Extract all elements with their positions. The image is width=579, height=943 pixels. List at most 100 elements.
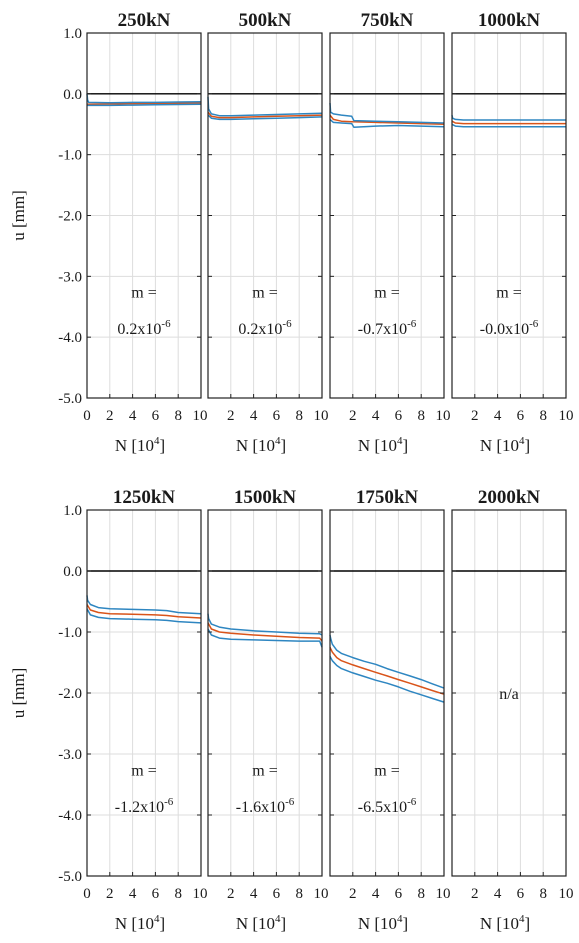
x-tick-label: 2: [349, 886, 357, 902]
x-tick-label: 4: [129, 408, 137, 424]
x-tick-label: 6: [395, 408, 403, 424]
x-axis-label: N [104]: [236, 913, 286, 933]
y-tick-label: -2.0: [58, 209, 82, 225]
x-tick-label: 8: [174, 408, 182, 424]
x-tick-label: 10: [436, 886, 451, 902]
panel-7: 2000kN 2 4 6 8 10 N [104] n/a: [451, 487, 574, 933]
x-tick-label: 2: [227, 886, 235, 902]
slope-label: m =: [374, 285, 399, 302]
x-tick-label: 8: [295, 886, 303, 902]
panel-title: 1500kN: [234, 487, 297, 508]
x-tick-label: 2: [349, 408, 357, 424]
x-axis-label: N [104]: [480, 913, 530, 933]
x-tick-label: 2: [227, 408, 235, 424]
x-tick-label: 8: [417, 886, 425, 902]
y-tick-label: -3.0: [58, 747, 82, 763]
panel-4: 1250kN 1.0 0.0 -1.0 -2.0 -3.0 -4.0 -5.00 2 4 6 8 10 N…: [58, 487, 207, 933]
slope-value: -0.0x10-6: [480, 318, 539, 338]
x-axis-label: N [104]: [115, 435, 165, 455]
panel-title: 2000kN: [478, 487, 541, 508]
panel-6: 1750kN 2 4 6 8 10 N [104] m = -6.5x10-6: [329, 487, 451, 933]
panel-title: 1000kN: [478, 10, 541, 31]
panel-1: 500kN 2 4 6 8 10 N [104] m = 0.2x10-6: [207, 10, 329, 455]
x-tick-label: 10: [559, 886, 574, 902]
x-tick-label: 10: [436, 408, 451, 424]
y-tick-label: -4.0: [58, 330, 82, 346]
x-tick-label: 10: [193, 408, 208, 424]
panel-0: 250kN 1.0 0.0 -1.0 -2.0 -3.0 -4.0 -5.00 2 4 6 8 10 N …: [58, 10, 207, 455]
y-tick-label: 1.0: [63, 26, 82, 42]
x-tick-label: 4: [372, 408, 380, 424]
x-tick-label: 2: [106, 886, 114, 902]
y-tick-label: -1.0: [58, 148, 82, 164]
series-line-lower: [451, 123, 566, 128]
x-axis-label: N [104]: [358, 435, 408, 455]
y-tick-label: -1.0: [58, 625, 82, 641]
slope-value: -0.7x10-6: [358, 318, 417, 338]
series-line-mean: [451, 120, 566, 125]
series-line-upper: [329, 102, 445, 124]
panel-title: 500kN: [239, 10, 292, 31]
x-tick-label: 8: [174, 886, 182, 902]
panel-title: 750kN: [361, 10, 414, 31]
x-tick-label: 8: [539, 408, 547, 424]
x-axis-label: N [104]: [115, 913, 165, 933]
panel-title: 1250kN: [113, 487, 176, 508]
series-line-lower: [329, 118, 445, 129]
series-line-mean: [329, 646, 445, 695]
y-axis-label: u [mm]: [9, 190, 28, 241]
panel-note: n/a: [499, 686, 519, 703]
panel-title: 1750kN: [356, 487, 419, 508]
slope-value: -1.6x10-6: [236, 796, 295, 816]
x-tick-label: 4: [129, 886, 137, 902]
panel-5: 1500kN 2 4 6 8 10 N [104] m = -1.6x10-6: [207, 487, 329, 933]
slope-value: -6.5x10-6: [358, 796, 417, 816]
panel-title: 250kN: [118, 10, 171, 31]
slope-label: m =: [496, 285, 521, 302]
y-tick-label: 1.0: [63, 503, 82, 519]
x-tick-label: 6: [152, 886, 160, 902]
slope-label: m =: [131, 285, 156, 302]
x-tick-label: 6: [517, 408, 525, 424]
series-line-upper: [207, 613, 323, 636]
x-axis-label: N [104]: [358, 913, 408, 933]
slope-value: 0.2x10-6: [238, 318, 292, 338]
series-line-upper: [86, 93, 202, 104]
panel-2: 750kN 2 4 6 8 10 N [104] m = -0.7x10-6: [329, 10, 451, 455]
x-tick-label: 2: [106, 408, 114, 424]
series-line-upper: [451, 114, 566, 121]
x-tick-label: 8: [539, 886, 547, 902]
series-line-mean: [86, 102, 202, 105]
series-line-lower: [207, 628, 323, 648]
x-tick-label: 10: [314, 886, 329, 902]
series-line-lower: [329, 656, 445, 703]
slope-value: 0.2x10-6: [117, 318, 171, 338]
series-line-mean: [207, 111, 323, 119]
x-tick-label: 8: [417, 408, 425, 424]
x-tick-label: 4: [250, 408, 258, 424]
x-tick-label: 2: [471, 408, 479, 424]
x-tick-label: 6: [517, 886, 525, 902]
series-line-upper: [207, 96, 323, 117]
y-tick-label: 0.0: [63, 87, 82, 103]
x-tick-label: 10: [193, 886, 208, 902]
y-tick-label: -5.0: [58, 869, 82, 885]
series-line-lower: [86, 608, 202, 624]
x-tick-label: 10: [559, 408, 574, 424]
series-line-mean: [86, 604, 202, 619]
x-axis-label: N [104]: [236, 435, 286, 455]
series-line-mean: [207, 622, 323, 642]
series-line-lower: [87, 103, 202, 107]
y-tick-label: 0.0: [63, 564, 82, 580]
x-tick-label: 8: [295, 408, 303, 424]
x-tick-label: 6: [152, 408, 160, 424]
x-tick-label: 10: [314, 408, 329, 424]
slope-value: -1.2x10-6: [115, 796, 174, 816]
x-tick-label: 6: [273, 408, 281, 424]
x-tick-label: 2: [471, 886, 479, 902]
x-tick-label: 4: [494, 408, 502, 424]
x-tick-label: 4: [372, 886, 380, 902]
y-axis-label: u [mm]: [9, 668, 28, 719]
x-tick-label: 0: [83, 886, 91, 902]
y-tick-label: -3.0: [58, 269, 82, 285]
